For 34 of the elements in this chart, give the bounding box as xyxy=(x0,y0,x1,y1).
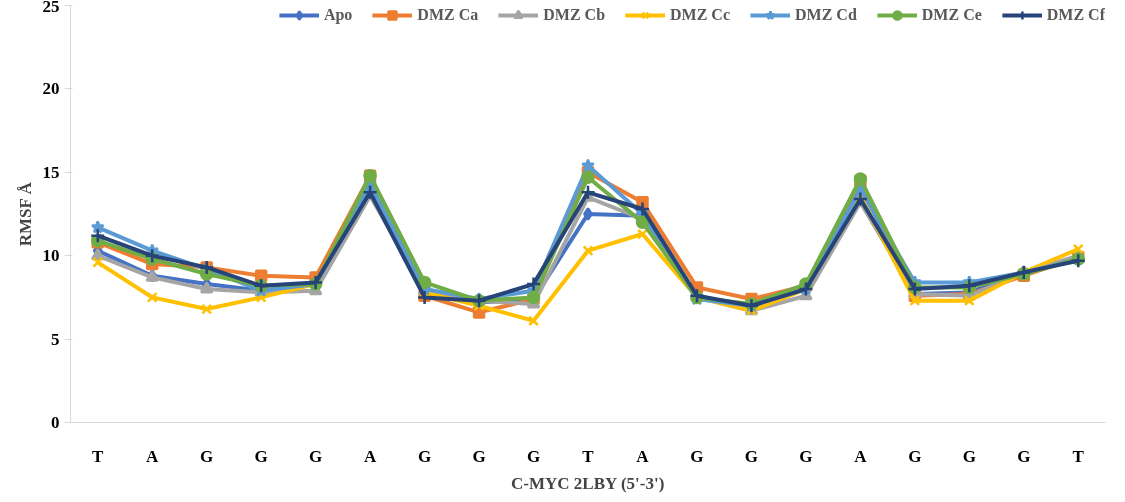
legend-label: DMZ Cd xyxy=(795,6,857,24)
x-tick-label: T xyxy=(1072,446,1085,466)
legend-label: DMZ Ca xyxy=(417,6,479,24)
x-tick-label: G xyxy=(200,446,214,466)
y-tick-label: 15 xyxy=(42,162,60,182)
x-tick-label: G xyxy=(1017,446,1031,466)
x-tick-label: A xyxy=(854,446,868,466)
x-tick-label: A xyxy=(146,446,160,466)
y-tick-label: 5 xyxy=(51,329,60,349)
y-tick-label: 20 xyxy=(42,79,60,99)
legend-label: DMZ Cf xyxy=(1046,6,1105,24)
y-tick-label: 0 xyxy=(51,413,60,432)
x-tick-label: G xyxy=(690,446,704,466)
y-tick-label: 10 xyxy=(42,246,60,266)
legend-label: DMZ Cb xyxy=(543,6,606,24)
x-tick-label: G xyxy=(417,446,432,466)
x-tick-label: A xyxy=(363,446,377,466)
x-tick-label: T xyxy=(92,446,105,466)
legend-label: DMZ Ce xyxy=(921,6,982,24)
x-axis-title: C-MYC 2LBY (5'-3') xyxy=(511,473,665,493)
x-tick-label: G xyxy=(962,446,976,466)
y-axis-title: RMSF Å xyxy=(15,181,35,247)
x-tick-label: G xyxy=(526,446,541,466)
x-tick-label: G xyxy=(309,446,323,466)
x-tick-label: T xyxy=(582,446,595,466)
legend-label: DMZ Cc xyxy=(670,6,731,24)
x-tick-label: G xyxy=(254,446,268,466)
legend-label: Apo xyxy=(323,6,353,24)
x-tick-label: G xyxy=(908,446,922,466)
x-tick-label: A xyxy=(636,446,650,466)
y-tick-label: 25 xyxy=(42,0,60,16)
x-tick-label: G xyxy=(799,446,813,466)
x-tick-label: G xyxy=(472,446,486,466)
x-tick-label: G xyxy=(744,446,759,466)
